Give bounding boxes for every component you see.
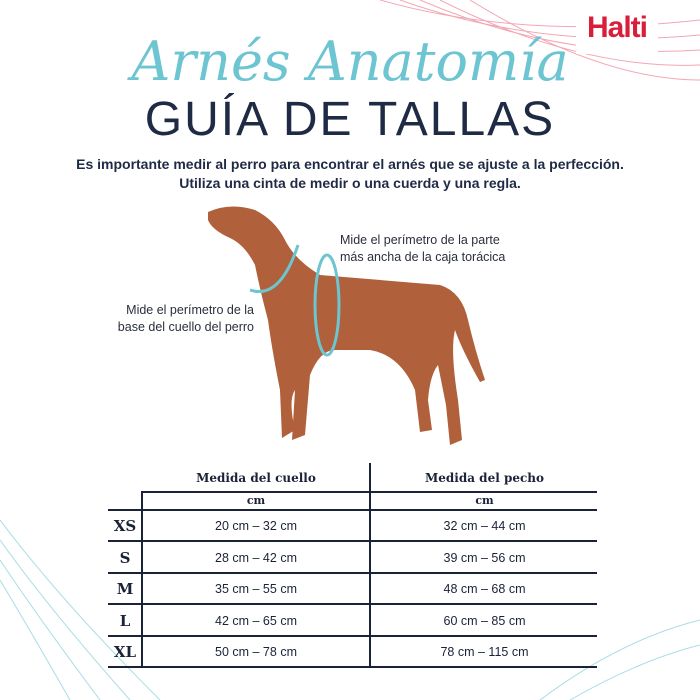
annotation-line: Mide el perímetro de la [126,303,254,317]
product-title: Arnés Anatomía [131,30,569,93]
neck-annotation: Mide el perímetro de la base del cuello … [110,302,254,336]
chest-range: 32 cm – 44 cm [443,519,526,533]
divider [108,509,597,511]
chest-range: 39 cm – 56 cm [443,550,526,565]
page-title: GUÍA DE TALLAS [144,93,556,146]
size-label: S [119,548,131,567]
chest-unit: cm [475,494,494,507]
annotation-line: base del cuello del perro [117,320,254,334]
chest-range: 60 cm – 85 cm [443,613,526,628]
dog-illustration [208,206,485,445]
neck-range: 42 cm – 65 cm [215,613,297,628]
chest-range: 78 cm – 115 cm [440,645,529,660]
size-label: M [116,580,134,599]
intro-line-2: Utiliza una cinta de medir o una cuerda … [179,175,521,191]
neck-range: 50 cm – 78 cm [215,645,297,660]
divider [108,571,597,574]
chest-header: Medida del pecho [424,471,545,485]
divider [141,491,597,493]
divider [369,463,371,668]
neck-range: 28 cm – 42 cm [215,550,297,565]
annotation-line: más ancha de la caja torácica [340,250,506,264]
intro-line-1: Es importante medir al perro para encont… [76,156,624,172]
divider [108,666,597,669]
neck-range: 35 cm – 55 cm [215,582,297,597]
size-label: L [119,611,131,630]
neck-header: Medida del cuello [196,471,316,485]
divider [108,540,597,542]
size-label: XL [113,643,137,662]
annotation-line: Mide el perímetro de la parte [340,233,500,247]
chest-range: 48 cm – 68 cm [443,582,526,597]
divider [141,491,143,668]
intro-text: Es importante medir al perro para encont… [0,155,700,193]
halti-logo: Halti [576,2,658,54]
neck-range: 20 cm – 32 cm [215,519,297,533]
size-label: XS [113,517,137,535]
divider [108,603,597,606]
chest-annotation: Mide el perímetro de la parte más ancha … [340,232,505,266]
neck-unit: cm [246,494,266,507]
divider [108,634,597,637]
